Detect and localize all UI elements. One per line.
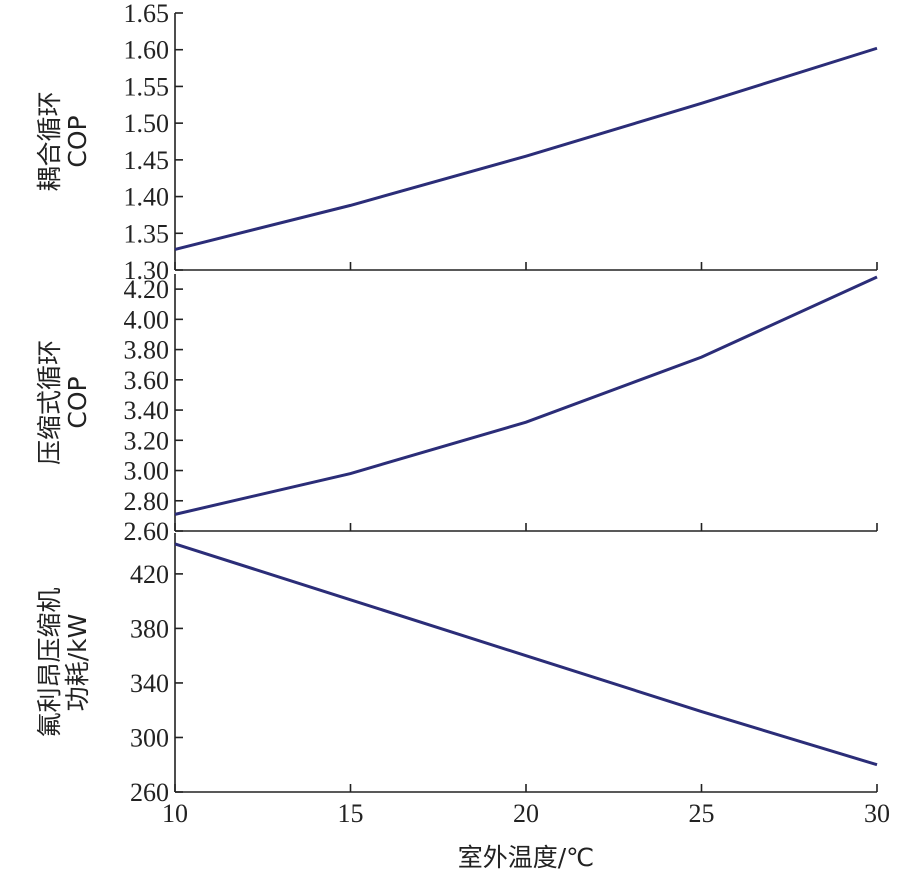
panel-1-y-tick-label: 1.60	[124, 36, 170, 65]
panel-2-y-tick-label: 4.00	[124, 305, 170, 334]
panel-2-y-tick-label: 4.20	[124, 275, 170, 304]
x-axis-title: 室外温度/℃	[458, 843, 595, 872]
panel-2-y-tick-label: 3.00	[124, 457, 170, 486]
panel-1-series-line	[174, 46, 878, 251]
panel-3-x-tick-label: 15	[338, 799, 364, 828]
panel-2-y-tick-label: 3.20	[124, 426, 170, 455]
panel-3-y-tick-label: 300	[130, 723, 169, 752]
panel-3-x-tick-label: 30	[864, 799, 890, 828]
panel-3-y-tick-label: 380	[130, 614, 169, 643]
panel-1-y-tick-label: 1.55	[124, 72, 170, 101]
panel-3-y-tick-label: 340	[130, 669, 169, 698]
panel-3-y-axis-title-line: 氟利昂压缩机	[35, 587, 64, 737]
panel-1-y-axis-title-line: 耦合循环	[35, 91, 64, 191]
panel-2-y-tick-label: 3.60	[124, 366, 170, 395]
panel-2-y-axis-title-line: 压缩式循环	[35, 340, 64, 465]
panel-1-y-axis-title-line: COP	[63, 115, 92, 167]
panel-1-y-tick-label: 1.40	[124, 183, 170, 212]
panel-1-y-tick-label: 1.65	[124, 0, 170, 28]
panel-3-y-axis-title-line: 功耗/kW	[63, 614, 92, 712]
panel-2-y-tick-label: 3.80	[124, 336, 170, 365]
panel-3-x-tick-label: 25	[689, 799, 715, 828]
panel-1-y-tick-label: 1.45	[124, 146, 170, 175]
panel-2-y-tick-label: 2.80	[124, 487, 170, 516]
panel-3-y-axis-title: 氟利昂压缩机 功耗/kW	[35, 587, 92, 737]
panel-2-y-tick-label: 3.40	[124, 396, 170, 425]
panel-2-series-line	[174, 275, 878, 516]
panel-3-y-tick-label: 420	[130, 560, 169, 589]
panel-1-y-axis-title: 耦合循环 COP	[35, 91, 92, 191]
panel-3-x-tick-label: 10	[162, 799, 188, 828]
panel-2-y-axis-title-line: COP	[63, 376, 92, 428]
panel-2-y-axis-title: 压缩式循环 COP	[35, 340, 92, 465]
panel-1-y-tick-label: 1.50	[124, 109, 170, 138]
panel-1-y-tick-label: 1.30	[124, 256, 170, 285]
panel-2-y-tick-label: 2.60	[124, 517, 170, 546]
panel-3-series-line	[174, 542, 878, 767]
panel-1-y-tick-label: 1.35	[124, 219, 170, 248]
panel-3-y-tick-label: 260	[130, 778, 169, 807]
panel-3-x-tick-label: 20	[513, 799, 539, 828]
